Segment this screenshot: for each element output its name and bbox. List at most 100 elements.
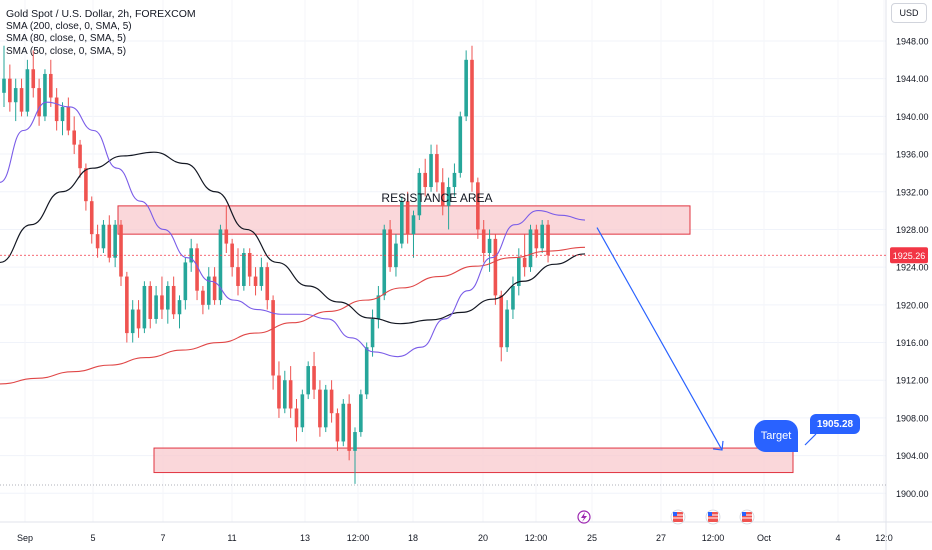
candle-body	[370, 318, 375, 348]
candle-body	[119, 224, 123, 277]
candle-body	[49, 73, 53, 98]
time-tick-label: 12:00	[347, 533, 370, 543]
candle-body	[446, 187, 451, 206]
price-tick-label: 1948.00	[896, 36, 929, 46]
time-tick-label: 12:00	[525, 533, 548, 543]
candle-body	[376, 295, 381, 319]
time-tick-label: 4	[835, 533, 840, 543]
candle-body	[306, 366, 310, 395]
candle-body	[505, 309, 509, 348]
time-tick-label: Sep	[17, 533, 33, 543]
candle-body	[101, 224, 106, 249]
time-tick-label: 7	[160, 533, 165, 543]
price-tick-label: 1904.00	[896, 451, 929, 461]
candle-body	[19, 88, 24, 112]
sma-50-line[interactable]	[0, 101, 586, 358]
forecast-arrow-head	[712, 440, 724, 451]
candle-body	[429, 154, 433, 188]
candle-body	[511, 285, 515, 310]
sma-80-line[interactable]	[0, 151, 586, 325]
support-zone[interactable]	[153, 447, 794, 474]
candle-body	[517, 257, 521, 286]
candle-body	[2, 78, 6, 93]
candle-body	[265, 267, 270, 301]
legend-sma-200[interactable]: SMA (200, close, 0, SMA, 5)	[6, 20, 132, 32]
flag-canton	[742, 512, 746, 516]
candle-body	[95, 234, 100, 249]
candle-body	[283, 380, 287, 409]
target-label[interactable]: Target	[754, 420, 798, 452]
candle-body	[142, 285, 147, 329]
legend-sma-50[interactable]: SMA (50, close, 0, SMA, 5)	[6, 45, 127, 57]
candle-body	[359, 394, 363, 433]
candle-body	[522, 257, 527, 268]
candle-body	[388, 229, 392, 268]
price-tick-label: 1908.00	[896, 413, 929, 423]
currency-button[interactable]: USD	[891, 3, 927, 23]
current-price-value: 1925.26	[893, 251, 926, 261]
candle-body	[534, 229, 539, 249]
candle-body	[400, 201, 404, 244]
current-price-tag[interactable]	[890, 247, 928, 264]
candle-body	[481, 229, 486, 253]
price-tick-label: 1928.00	[896, 225, 929, 235]
candle-body	[300, 394, 305, 428]
candle-body	[160, 295, 164, 310]
resistance-zone[interactable]	[117, 205, 691, 235]
candle-body	[136, 309, 141, 329]
forecast-arrow-line[interactable]	[596, 227, 723, 451]
time-tick-label: 20	[478, 533, 488, 543]
price-tick-label: 1920.00	[896, 300, 929, 310]
candle-body	[470, 59, 474, 183]
price-tick-label: 1944.00	[896, 74, 929, 84]
candle-body	[259, 267, 264, 286]
candle-body	[154, 295, 158, 319]
target-price-label[interactable]: 1905.28	[810, 414, 860, 434]
price-tick-label: 1916.00	[896, 338, 929, 348]
price-tick-label: 1924.00	[896, 263, 929, 273]
target-connector	[804, 433, 817, 446]
candle-body	[206, 276, 211, 305]
candle-body	[89, 201, 94, 235]
candle-body	[405, 201, 410, 235]
candle-body	[130, 309, 135, 334]
candle-body	[195, 248, 199, 291]
price-tick-label: 1940.00	[896, 112, 929, 122]
candle-body	[66, 106, 71, 131]
candle-body	[113, 224, 117, 258]
candle-body	[347, 403, 351, 451]
price-tick-label: 1900.00	[896, 489, 929, 499]
candle-body	[335, 413, 340, 442]
candle-body	[13, 88, 18, 103]
symbol-title[interactable]: Gold Spot / U.S. Dollar, 2h, FOREXCOM	[6, 8, 196, 20]
candle-body	[125, 276, 129, 334]
candle-body	[236, 267, 240, 286]
legend-sma-80[interactable]: SMA (80, close, 0, SMA, 5)	[6, 33, 127, 44]
candle-body	[177, 300, 182, 315]
candle-body	[271, 300, 275, 376]
candle-body	[476, 182, 480, 230]
time-tick-label: 11	[227, 533, 236, 543]
sma-200-line[interactable]	[0, 246, 586, 385]
candle-body	[171, 285, 176, 315]
candle-body	[72, 130, 76, 145]
time-tick-label: 5	[90, 533, 95, 543]
candle-body	[312, 366, 316, 390]
candle-body	[183, 262, 188, 301]
candle-body	[277, 375, 281, 409]
candle-body	[218, 229, 223, 301]
candle-body	[201, 290, 205, 305]
time-tick-label: 18	[408, 533, 418, 543]
candle-body	[166, 285, 170, 310]
candle-body	[31, 69, 36, 89]
price-tick-label: 1936.00	[896, 150, 929, 160]
candle-body	[247, 253, 252, 277]
candle-body	[417, 172, 422, 216]
candle-body	[294, 408, 299, 428]
resistance-area-label: RESISTANCE AREA	[381, 191, 492, 205]
candle-body	[546, 224, 550, 256]
candle-body	[540, 224, 544, 249]
candle-body	[189, 248, 193, 263]
candle-body	[323, 389, 328, 428]
